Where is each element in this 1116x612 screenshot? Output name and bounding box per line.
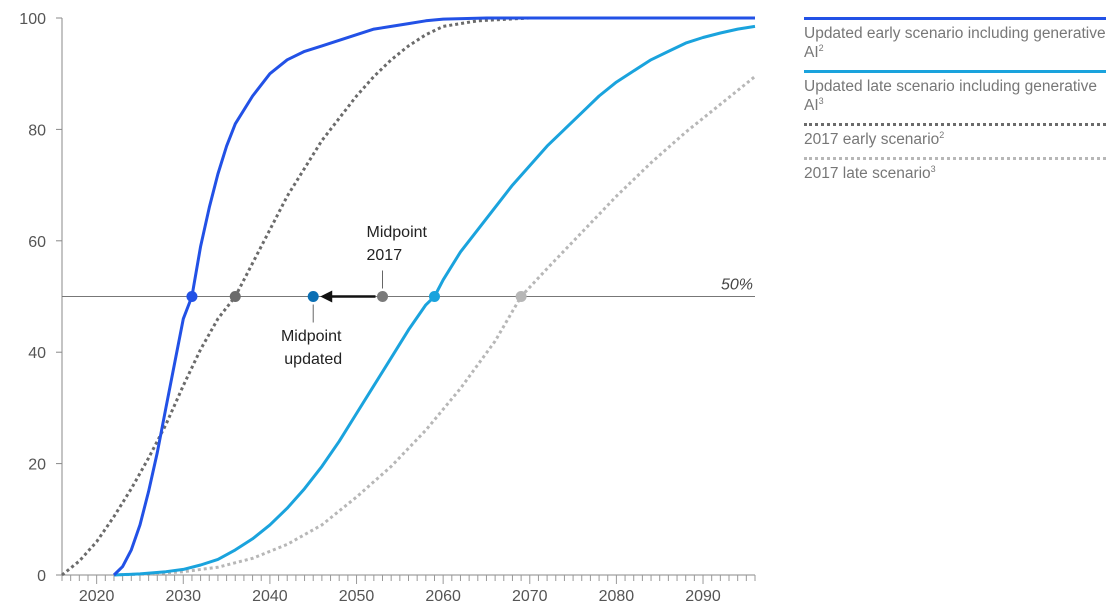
legend-label-updated-early: Updated early scenario including generat… xyxy=(804,25,1106,61)
y-tick-label: 100 xyxy=(19,11,46,28)
legend-footnote-updated-early: 2 xyxy=(818,42,824,53)
legend-swatch-2017-early xyxy=(804,123,1106,126)
legend-item-2017-late: 2017 late scenario3 xyxy=(804,157,1106,183)
y-tick-label: 80 xyxy=(28,122,46,139)
series-line-0 xyxy=(112,16,755,577)
midpoint-marker-2 xyxy=(307,291,319,302)
legend-footnote-updated-late: 3 xyxy=(818,95,824,106)
midpoint-markers xyxy=(186,291,527,302)
x-tick-label: 2030 xyxy=(165,588,201,605)
legend-label-updated-late: Updated late scenario including generati… xyxy=(804,78,1097,114)
x-tick-label: 2040 xyxy=(252,588,288,605)
x-tick-label: 2020 xyxy=(79,588,115,605)
legend-footnote-2017-late: 3 xyxy=(930,163,936,174)
series-line-3 xyxy=(113,75,756,577)
y-tick-label: 40 xyxy=(28,345,46,362)
midpoint-updated-label-line2: updated xyxy=(284,351,342,368)
midpoint-2017-label-line2: 2017 xyxy=(367,247,403,264)
legend-label-2017-late: 2017 late scenario xyxy=(804,165,931,182)
midpoint-shift-arrowhead xyxy=(320,290,333,303)
x-tick-label: 2070 xyxy=(512,588,548,605)
x-tick-label: 2050 xyxy=(339,588,375,605)
series-layer xyxy=(61,16,756,577)
reference-line-group: 50% xyxy=(62,277,755,297)
legend-footnote-2017-early: 2 xyxy=(939,129,945,140)
legend-item-updated-late: Updated late scenario including generati… xyxy=(804,70,1106,115)
legend-swatch-updated-late xyxy=(804,70,1106,73)
midpoint-marker-3 xyxy=(377,291,389,302)
legend-item-2017-early: 2017 early scenario2 xyxy=(804,123,1106,149)
midpoint-marker-0 xyxy=(186,291,198,302)
annotation-layer: Midpoint 2017 Midpoint updated xyxy=(281,224,428,368)
y-tick-label: 20 xyxy=(28,457,46,474)
midpoint-marker-5 xyxy=(515,291,527,302)
midpoint-marker-4 xyxy=(428,291,440,302)
reference-line-label: 50% xyxy=(721,277,753,294)
y-tick-label: 60 xyxy=(28,234,46,251)
series-line-1 xyxy=(113,24,756,577)
legend: Updated early scenario including generat… xyxy=(804,17,1106,191)
legend-label-2017-early: 2017 early scenario xyxy=(804,131,940,148)
midpoint-marker-1 xyxy=(229,291,241,302)
legend-swatch-updated-early xyxy=(804,17,1106,20)
x-tick-label: 2080 xyxy=(599,588,635,605)
y-tick-label: 0 xyxy=(37,568,46,585)
midpoint-2017-label-line1: Midpoint xyxy=(367,224,428,241)
x-tick-label: 2090 xyxy=(685,588,721,605)
legend-item-updated-early: Updated early scenario including generat… xyxy=(804,17,1106,62)
midpoint-updated-label-line1: Midpoint xyxy=(281,328,342,345)
x-tick-label: 2060 xyxy=(425,588,461,605)
legend-swatch-2017-late xyxy=(804,157,1106,160)
